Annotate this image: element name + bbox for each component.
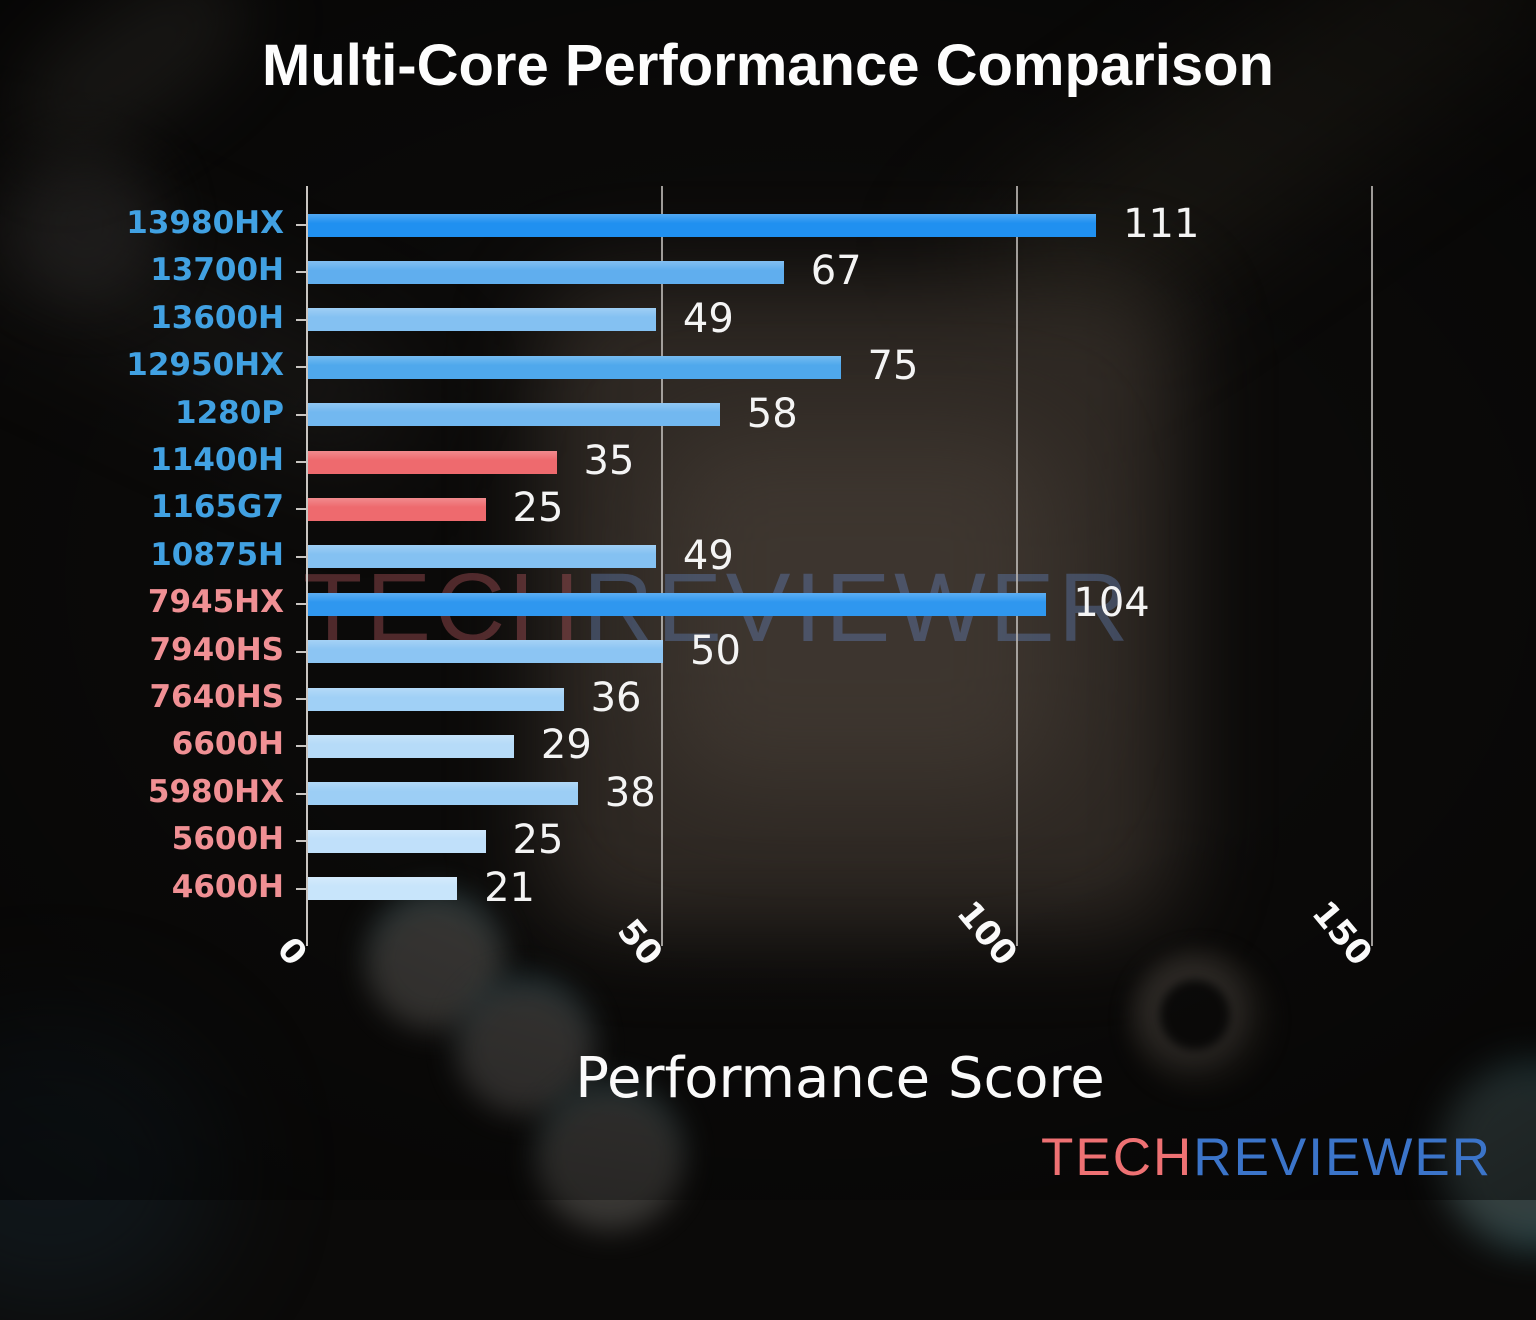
- y-tick-mark: [296, 224, 307, 226]
- bar-value-10875H: 49: [682, 532, 734, 579]
- gridline-50: [661, 186, 663, 946]
- bar-7945HX: [308, 592, 1047, 616]
- category-label-13600H: 13600H: [150, 299, 284, 336]
- gridline-150: [1371, 186, 1373, 946]
- bar-value-1165G7: 25: [512, 485, 564, 532]
- category-label-5600H: 5600H: [171, 821, 284, 858]
- category-label-7640HS: 7640HS: [149, 679, 284, 715]
- bar-chart: Multi-Core Performance Comparison 13980H…: [126, 33, 1380, 1111]
- x-tick-label-100: 100: [948, 893, 1025, 974]
- y-tick-mark: [296, 461, 307, 463]
- y-tick-mark: [296, 792, 307, 795]
- category-label-12950HX: 12950HX: [126, 347, 284, 384]
- bar-value-12950HX: 75: [867, 343, 919, 390]
- techreviewer-logo: TECHREVIEWER: [1041, 1127, 1492, 1188]
- gridline-100: [1016, 186, 1018, 946]
- bar-value-13700H: 67: [810, 248, 862, 295]
- bar-value-7945HX: 104: [1073, 580, 1150, 627]
- bar-value-7940HS: 50: [690, 627, 741, 674]
- y-tick-mark: [296, 318, 307, 321]
- bar-value-13980HX: 111: [1123, 201, 1200, 247]
- y-tick-mark: [296, 508, 307, 511]
- bar-13600H: [308, 308, 656, 332]
- bar-13980HX: [308, 213, 1097, 237]
- y-tick-mark: [296, 840, 307, 843]
- bar-value-11400H: 35: [583, 438, 635, 484]
- category-label-7945HX: 7945HX: [147, 584, 284, 621]
- y-tick-mark: [296, 698, 307, 700]
- y-tick-mark: [296, 413, 307, 416]
- category-label-10875H: 10875H: [150, 536, 284, 573]
- category-label-13980HX: 13980HX: [126, 205, 284, 241]
- x-tick-label-0: 0: [269, 929, 315, 974]
- bar-7640HS: [308, 687, 564, 711]
- bar-11400H: [308, 450, 557, 474]
- bar-value-6600H: 29: [540, 722, 592, 769]
- category-label-1165G7: 1165G7: [150, 489, 284, 526]
- y-tick-mark: [296, 887, 307, 890]
- bar-value-13600H: 49: [682, 295, 734, 342]
- chart-title: Multi-Core Performance Comparison: [262, 33, 1274, 98]
- bar-value-5980HX: 38: [604, 769, 656, 816]
- y-axis-line: [306, 186, 308, 946]
- bar-value-1280P: 58: [746, 390, 798, 437]
- logo-tech-text: TECH: [1041, 1128, 1194, 1187]
- y-tick-mark: [296, 745, 307, 748]
- category-label-11400H: 11400H: [150, 442, 284, 478]
- y-tick-mark: [296, 603, 307, 606]
- bar-value-7640HS: 36: [590, 675, 642, 721]
- x-axis-title: Performance Score: [575, 1046, 1105, 1111]
- bar-value-5600H: 25: [512, 817, 564, 864]
- category-label-4600H: 4600H: [171, 868, 284, 905]
- y-tick-mark: [296, 555, 307, 558]
- bar-7940HS: [308, 640, 663, 664]
- category-label-1280P: 1280P: [175, 394, 284, 431]
- logo-reviewer-text: REVIEWER: [1193, 1128, 1492, 1187]
- bar-4600H: [308, 877, 458, 901]
- bar-1165G7: [308, 497, 486, 521]
- bar-10875H: [308, 545, 656, 569]
- category-label-7940HS: 7940HS: [149, 631, 284, 668]
- y-tick-mark: [296, 650, 307, 653]
- category-label-5980HX: 5980HX: [147, 773, 284, 810]
- bar-5600H: [308, 829, 486, 853]
- bar-13700H: [308, 260, 784, 284]
- bar-value-4600H: 21: [484, 864, 535, 911]
- y-tick-mark: [296, 366, 307, 369]
- x-tick-label-150: 150: [1303, 893, 1380, 974]
- bar-5980HX: [308, 782, 578, 806]
- bar-12950HX: [308, 355, 841, 379]
- y-tick-mark: [296, 271, 307, 274]
- category-label-13700H: 13700H: [150, 252, 284, 289]
- bar-6600H: [308, 734, 514, 758]
- category-label-6600H: 6600H: [171, 726, 284, 763]
- bar-1280P: [308, 403, 720, 427]
